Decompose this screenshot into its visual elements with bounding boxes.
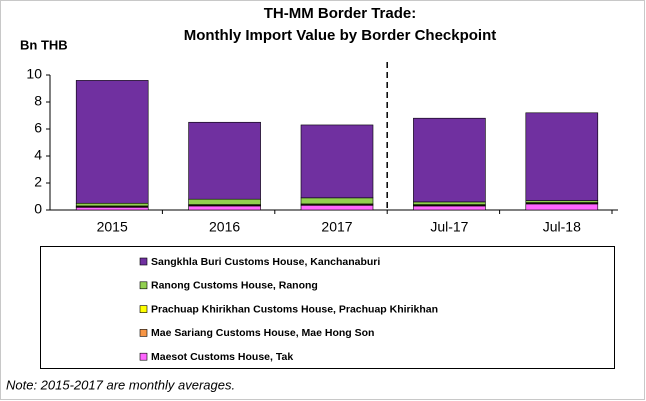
- legend-label: Sangkhla Buri Customs House, Kanchanabur…: [151, 256, 380, 268]
- bar-segment: [188, 205, 261, 211]
- bar-segment: [300, 197, 374, 205]
- y-tick-label: 8: [34, 93, 42, 109]
- y-tick-label: 4: [34, 147, 42, 163]
- legend-label: Ranong Customs House, Ranong: [151, 280, 318, 292]
- chart-title: TH-MM Border Trade:: [264, 5, 417, 22]
- bar-segment: [525, 112, 599, 201]
- legend-swatch: [139, 257, 148, 266]
- bar-segment: [413, 201, 486, 205]
- legend-swatch: [139, 281, 148, 290]
- x-tick-label: 2016: [209, 219, 240, 235]
- bar-segment: [300, 204, 374, 211]
- bar-segment: [525, 203, 599, 211]
- x-tick-label: 2017: [321, 219, 352, 235]
- legend-label: Mae Sariang Customs House, Mae Hong Son: [151, 327, 374, 339]
- y-tick-label: 0: [34, 201, 42, 217]
- bar-segment: [525, 200, 599, 203]
- bar-segment: [75, 80, 149, 204]
- bar-segment: [413, 117, 486, 203]
- y-tick-label: 6: [34, 120, 42, 136]
- y-axis-label: Bn THB: [20, 37, 68, 52]
- x-tick-label: 2015: [97, 219, 128, 235]
- legend-label: Prachuap Khirikhan Customs House, Prachu…: [151, 303, 438, 315]
- chart-subtitle: Monthly Import Value by Border Checkpoin…: [184, 27, 497, 44]
- bar-segment: [413, 205, 486, 211]
- legend-swatch: [139, 305, 148, 313]
- bar-segment: [75, 202, 149, 207]
- x-tick-label: Jul-17: [430, 219, 468, 235]
- bar-segment: [300, 124, 374, 199]
- y-tick-label: 10: [26, 66, 42, 82]
- bar-segment: [188, 121, 261, 200]
- note: Note: 2015-2017 are monthly averages.: [6, 377, 235, 392]
- x-tick-label: Jul-18: [543, 219, 581, 235]
- y-tick-label: 2: [34, 174, 42, 190]
- legend-label: Maesot Customs House, Tak: [151, 351, 293, 363]
- legend-swatch: [139, 352, 148, 361]
- bar-segment: [188, 198, 261, 205]
- legend-box: [40, 246, 615, 369]
- bar-segment: [75, 207, 149, 211]
- legend-swatch: [139, 329, 148, 337]
